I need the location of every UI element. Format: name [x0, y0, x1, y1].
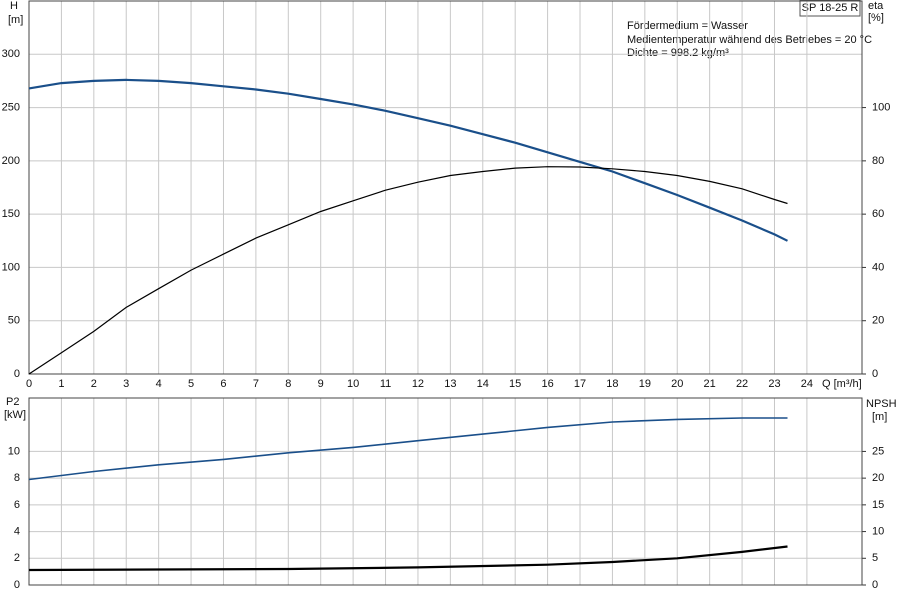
y2-tick-label: 5 — [872, 552, 878, 564]
annotation: Fördermedium = Wasser — [627, 20, 748, 32]
y2-tick-label: 100 — [872, 101, 890, 113]
x-tick-label: 13 — [444, 378, 456, 390]
y2-tick-label: 0 — [872, 368, 878, 380]
x-tick-label: 23 — [768, 378, 780, 390]
y-axis-unit: [m] — [8, 14, 23, 26]
y2-tick-label: 0 — [872, 579, 878, 591]
plot-frame — [28, 0, 863, 375]
x-axis-label: Q [m³/h] — [822, 378, 862, 390]
x-tick-label: 3 — [123, 378, 129, 390]
y-tick-label: 200 — [2, 155, 20, 167]
y-tick-label: 4 — [14, 525, 20, 537]
x-tick-label: 24 — [801, 378, 813, 390]
y-tick-label: 50 — [8, 315, 20, 327]
x-tick-label: 9 — [318, 378, 324, 390]
y2-tick-label: 25 — [872, 445, 884, 457]
x-tick-label: 21 — [704, 378, 716, 390]
y-tick-label: 2 — [14, 552, 20, 564]
y-tick-label: 250 — [2, 101, 20, 113]
y-tick-label: 100 — [2, 261, 20, 273]
y2-axis-label: NPSH — [866, 398, 897, 410]
x-tick-label: 1 — [58, 378, 64, 390]
x-tick-label: 18 — [606, 378, 618, 390]
x-tick-label: 8 — [285, 378, 291, 390]
x-tick-label: 20 — [671, 378, 683, 390]
series-line — [28, 417, 788, 481]
y-tick-label: 300 — [2, 48, 20, 60]
y2-tick-label: 40 — [872, 261, 884, 273]
x-tick-label: 4 — [156, 378, 162, 390]
x-tick-label: 11 — [380, 378, 391, 390]
x-tick-label: 10 — [347, 378, 359, 390]
y2-tick-label: 80 — [872, 155, 884, 167]
x-tick-label: 2 — [91, 378, 97, 390]
series-line — [28, 545, 788, 572]
x-tick-label: 12 — [412, 378, 424, 390]
y-axis-label: H — [10, 0, 18, 12]
x-tick-label: 7 — [253, 378, 259, 390]
y2-tick-label: 10 — [872, 525, 884, 537]
chart-title: SP 18-25 R — [802, 2, 859, 14]
x-tick-label: 19 — [639, 378, 651, 390]
series-line — [28, 78, 788, 242]
y2-tick-label: 15 — [872, 499, 884, 511]
annotation: Dichte = 998.2 kg/m³ — [627, 47, 729, 59]
y2-tick-label: 20 — [872, 315, 884, 327]
x-tick-label: 6 — [220, 378, 226, 390]
x-tick-label: 22 — [736, 378, 748, 390]
x-tick-label: 5 — [188, 378, 194, 390]
y-tick-label: 10 — [8, 445, 20, 457]
y-axis-label: P2 — [6, 396, 19, 408]
y-tick-label: 150 — [2, 208, 20, 220]
series-line — [28, 166, 788, 375]
y2-tick-label: 60 — [872, 208, 884, 220]
x-tick-label: 16 — [541, 378, 553, 390]
y2-axis-label: eta — [868, 0, 884, 12]
y-tick-label: 0 — [14, 579, 20, 591]
y2-axis-unit: [m] — [872, 411, 887, 423]
y2-axis-unit: [%] — [868, 12, 884, 24]
y-tick-label: 6 — [14, 499, 20, 511]
x-tick-label: 15 — [509, 378, 521, 390]
annotation: Medientemperatur während des Betriebes =… — [627, 34, 872, 46]
y2-tick-label: 20 — [872, 472, 884, 484]
x-tick-label: 17 — [574, 378, 586, 390]
y-tick-label: 0 — [14, 368, 20, 380]
y-axis-unit: [kW] — [4, 409, 26, 421]
title-box — [799, 0, 861, 17]
x-tick-label: 14 — [477, 378, 489, 390]
x-tick-label: 0 — [26, 378, 32, 390]
plot-frame — [28, 397, 863, 586]
y-tick-label: 8 — [14, 472, 20, 484]
